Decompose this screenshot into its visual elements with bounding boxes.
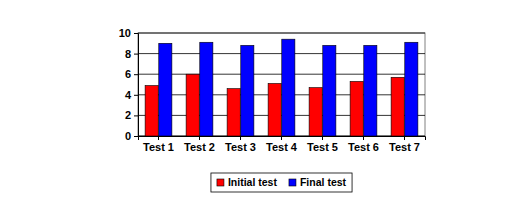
legend-swatch: [217, 179, 224, 186]
y-tick-label: 2: [125, 109, 131, 121]
bar: [350, 81, 363, 136]
bar: [200, 42, 213, 136]
y-tick-mark: [134, 115, 138, 116]
x-tick-label: Test 1: [143, 141, 174, 153]
legend-swatch: [289, 179, 296, 186]
y-tick-mark: [134, 95, 138, 96]
y-tick: 6: [125, 68, 138, 80]
bar: [186, 74, 199, 136]
bar: [268, 83, 281, 136]
y-tick-label: 4: [125, 89, 132, 101]
y-tick-label: 10: [119, 27, 131, 39]
x-tick-mark: [322, 136, 323, 140]
x-axis: Test 1 Test 2 Test 3 Test 4 Test 5 Test 6 Test…: [139, 136, 426, 153]
y-tick-label: 6: [125, 68, 131, 80]
x-tick-mark: [363, 136, 364, 140]
x-axis-line: [139, 137, 426, 141]
x-tick: Test 7: [389, 136, 420, 153]
legend-item: Initial test: [217, 176, 278, 188]
x-tick-label: Test 2: [184, 141, 215, 153]
x-tick: Test 6: [348, 136, 379, 153]
x-tick: Test 3: [225, 136, 256, 153]
x-tick: Test 2: [184, 136, 215, 153]
bar: [159, 43, 172, 136]
x-tick-mark: [199, 136, 200, 140]
legend-label: Initial test: [228, 176, 278, 188]
bar: [364, 45, 377, 136]
x-tick-label: Test 3: [225, 141, 256, 153]
x-tick-label: Test 4: [266, 141, 298, 153]
y-tick-mark: [134, 136, 138, 137]
x-tick: Test 1: [143, 136, 174, 153]
y-tick-mark: [134, 54, 138, 55]
chart-svg: 0246810Test 1Test 2Test 3Test 4Test 5Tes…: [0, 0, 529, 200]
grid-line: [138, 33, 425, 34]
legend-label: Final test: [300, 176, 347, 188]
y-tick: 4: [125, 89, 138, 101]
legend: Initial test Final test: [211, 173, 352, 192]
x-tick-label: Test 6: [348, 141, 379, 153]
bar: [405, 42, 418, 136]
y-tick: 0: [125, 130, 138, 142]
y-tick: 10: [119, 27, 138, 39]
bars: [145, 39, 418, 136]
legend-box: [211, 173, 352, 192]
x-tick-label: Test 5: [307, 141, 338, 153]
x-tick-mark: [158, 136, 159, 140]
x-tick-label: Test 7: [389, 141, 420, 153]
x-tick-mark: [281, 136, 282, 140]
bar: [391, 77, 404, 136]
y-axis-line: [134, 34, 139, 137]
bar: [241, 45, 254, 136]
x-tick: Test 5: [307, 136, 338, 153]
plot-frame: [138, 33, 425, 136]
x-tick-mark: [240, 136, 241, 140]
bar: [227, 89, 240, 136]
y-tick-mark: [134, 74, 138, 75]
bar: [145, 86, 158, 136]
y-tick-mark: [134, 33, 138, 34]
y-tick: 8: [125, 48, 138, 60]
y-tick: 2: [125, 109, 138, 121]
x-tick-mark: [404, 136, 405, 140]
bar: [309, 88, 322, 136]
bar: [282, 39, 295, 136]
grid: [138, 33, 425, 136]
bar: [323, 45, 336, 136]
x-tick: Test 4: [266, 136, 298, 153]
y-tick-label: 8: [125, 48, 131, 60]
y-tick-label: 0: [125, 130, 131, 142]
legend-item: Final test: [289, 176, 347, 188]
y-axis: 0 2 4 6 8 10: [119, 27, 139, 142]
chart-container: 0246810Test 1Test 2Test 3Test 4Test 5Tes…: [0, 0, 529, 200]
